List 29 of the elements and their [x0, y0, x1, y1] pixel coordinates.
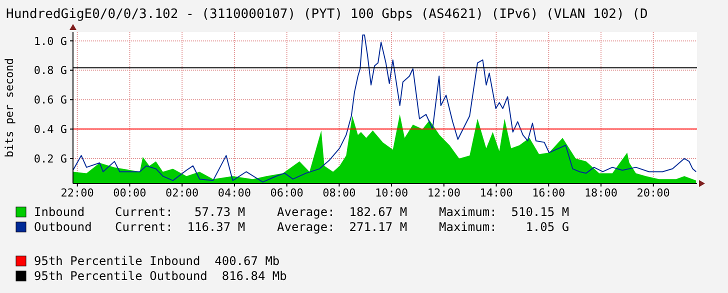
x-tick-label: 00:00	[113, 186, 146, 200]
text: Maximum: 1.05 G	[439, 220, 570, 234]
x-tick-label: 16:00	[532, 186, 566, 200]
x-tick-label: 04:00	[218, 186, 252, 200]
x-tick-label: 18:00	[584, 186, 618, 200]
y-tick-label: 0.4 G	[34, 123, 67, 136]
legend-label: Outbound	[34, 220, 92, 234]
x-tick-label: 20:00	[636, 186, 670, 200]
text: Average: 271.17 M	[277, 220, 408, 234]
legend-label: Inbound	[34, 205, 85, 219]
y-tick-label: 0.6 G	[34, 94, 67, 107]
x-tick-label: 06:00	[270, 186, 304, 200]
x-tick-label: 22:00	[60, 186, 94, 200]
text: Current: 116.37 M	[115, 220, 246, 234]
x-tick-label: 12:00	[427, 186, 460, 200]
y-tick-label: 0.2 G	[34, 152, 67, 166]
x-tick-label: 08:00	[322, 186, 356, 200]
x-tick-label: 14:00	[480, 186, 513, 200]
text: Current: 57.73 M	[115, 205, 246, 219]
legend-label: 95th Percentile Inbound 400.67 Mb	[34, 254, 280, 268]
x-tick-label: 02:00	[166, 186, 199, 200]
legend-label: 95th Percentile Outbound 816.84 Mb	[34, 269, 287, 283]
y-tick-label: 0.8 G	[34, 64, 67, 78]
chart-title: HundredGigE0/0/0/3.102 - (3110000107) (PYT) 100 Gbps (AS4621) (IPv6) (VLAN 102) (D	[6, 7, 648, 22]
y-tick-label: 1.0 G	[34, 34, 67, 48]
text: Average: 182.67 M	[277, 205, 408, 219]
x-tick-label: 10:00	[374, 186, 408, 200]
y-axis-title: bits per second	[3, 58, 16, 158]
text: Maximum: 510.15 M	[439, 205, 570, 219]
